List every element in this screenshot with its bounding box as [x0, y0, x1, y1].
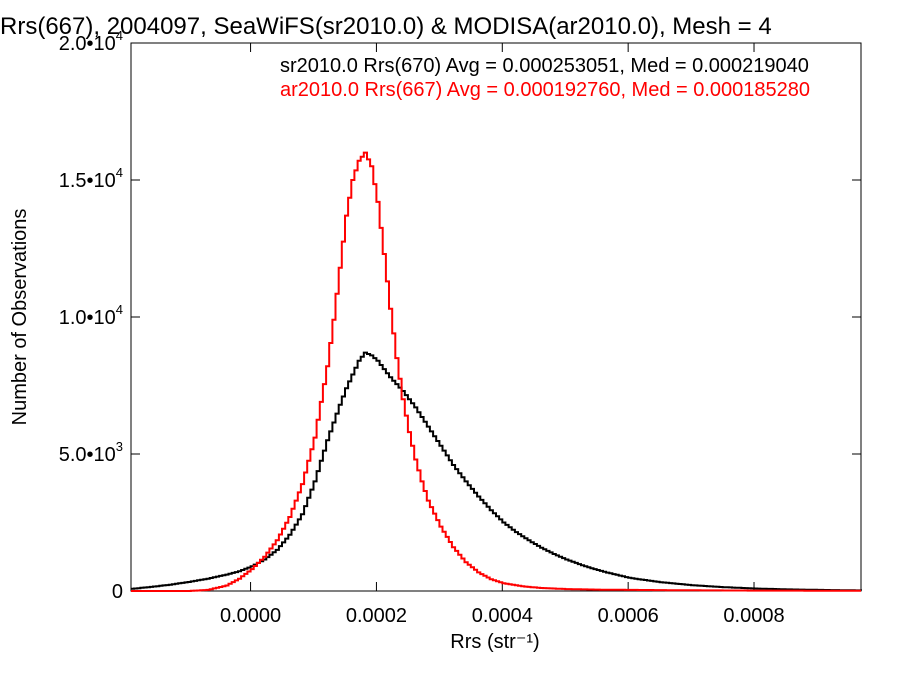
x-tick-label-2: 0.0004	[472, 605, 533, 627]
legend-annotation-ar2010: ar2010.0 Rrs(667) Avg = 0.000192760, Med…	[280, 79, 810, 101]
x-axis-label: Rrs (str⁻¹)	[450, 631, 539, 653]
series-line-0	[131, 351, 862, 592]
series-line-1	[131, 151, 861, 592]
y-tick-label-0: 0	[112, 581, 123, 603]
y-axis-label: Number of Observations	[9, 209, 31, 426]
y-tick-label-3: 1.5•104	[59, 165, 123, 192]
y-tick-label-4: 2.0•104	[59, 28, 123, 55]
y-tick-label-2: 1.0•104	[59, 302, 123, 329]
y-axis-ticks: 0 5.0•103 1.0•104 1.5•104 2.0•104	[59, 28, 861, 603]
legend-annotation-sr2010: sr2010.0 Rrs(670) Avg = 0.000253051, Med…	[280, 55, 809, 77]
y-tick-label-1: 5.0•103	[59, 439, 123, 466]
x-tick-label-4: 0.0008	[723, 605, 784, 627]
x-tick-label-0: 0.0000	[220, 605, 281, 627]
x-axis-ticks: 0.0000 0.0002 0.0004 0.0006 0.0008	[220, 43, 785, 627]
plot-frame	[130, 42, 862, 592]
series-layer	[131, 151, 862, 592]
x-tick-label-1: 0.0002	[346, 605, 407, 627]
chart-title: Rrs(667), 2004097, SeaWiFS(sr2010.0) & M…	[0, 13, 772, 40]
x-tick-label-3: 0.0006	[598, 605, 659, 627]
